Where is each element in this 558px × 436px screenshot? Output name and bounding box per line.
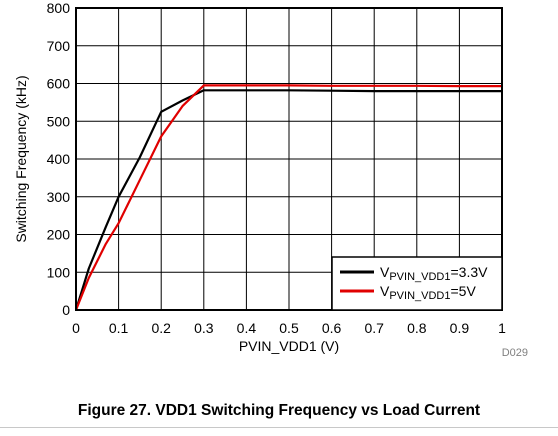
y-tick-label: 600 bbox=[47, 76, 71, 92]
series-lines bbox=[74, 84, 502, 311]
y-tick-label: 500 bbox=[47, 113, 71, 129]
plot-frame bbox=[75, 7, 503, 311]
x-tick-label: 0 bbox=[72, 320, 80, 336]
y-tick-label: 700 bbox=[47, 38, 71, 54]
y-tick-label: 400 bbox=[47, 151, 71, 167]
y-tick-label: 200 bbox=[47, 227, 71, 243]
series-line-1 bbox=[74, 84, 502, 311]
x-tick-label: 0.9 bbox=[450, 320, 470, 336]
figure-caption: Figure 27. VDD1 Switching Frequency vs L… bbox=[77, 402, 481, 419]
x-tick-label: 0.5 bbox=[279, 320, 299, 336]
switching-frequency-chart: 0 0.1 0.2 0.3 0.4 0.5 0.6 0.7 0.8 0.9 1 0 100 200 300… bbox=[13, 0, 528, 359]
figure-id: D029 bbox=[502, 347, 528, 359]
y-tick-label: 800 bbox=[47, 0, 71, 16]
legend-box bbox=[331, 256, 503, 311]
y-tick-label: 0 bbox=[62, 302, 70, 318]
y-tick-label: 300 bbox=[47, 189, 71, 205]
y-axis-title: Switching Frequency (kHz) bbox=[13, 75, 29, 242]
x-tick-label: 0.1 bbox=[109, 320, 129, 336]
x-tick-labels: 0 0.1 0.2 0.3 0.4 0.5 0.6 0.7 0.8 0.9 1 bbox=[72, 320, 506, 336]
x-tick-label: 0.8 bbox=[407, 320, 427, 336]
x-tick-label: 0.2 bbox=[151, 320, 171, 336]
grid bbox=[76, 8, 502, 310]
y-tick-label: 100 bbox=[47, 264, 71, 280]
y-tick-labels: 0 100 200 300 400 500 600 700 800 bbox=[47, 0, 71, 318]
x-tick-label: 0.6 bbox=[322, 320, 342, 336]
x-tick-label: 0.3 bbox=[194, 320, 214, 336]
legend-label: VPVIN_VDD1=3.3V bbox=[380, 264, 488, 283]
caption-divider bbox=[0, 427, 558, 428]
x-tick-label: 0.4 bbox=[237, 320, 257, 336]
x-tick-label: 1 bbox=[498, 320, 506, 336]
x-axis-title: PVIN_VDD1 (V) bbox=[239, 338, 339, 354]
series-line-0 bbox=[74, 89, 502, 311]
legend-label: VPVIN_VDD1=5V bbox=[380, 283, 476, 302]
x-tick-label: 0.7 bbox=[364, 320, 384, 336]
